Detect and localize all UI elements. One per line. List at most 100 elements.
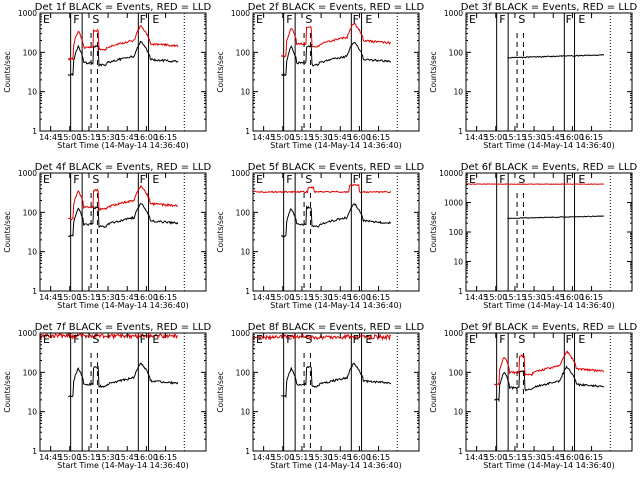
x-tick-label: 16:15 xyxy=(154,293,177,302)
x-tick-label: 15:45 xyxy=(542,453,565,462)
chart-title: Det 2f BLACK = Events, RED = LLD xyxy=(248,2,425,13)
flag-label: E xyxy=(365,333,372,346)
flag-label: E xyxy=(469,13,476,26)
series-line xyxy=(280,23,391,58)
y-tick-label: 100 xyxy=(236,368,251,377)
x-tick-label: 16:00 xyxy=(348,293,371,302)
x-axis-label: Start Time (14-May-14 14:36:40) xyxy=(270,301,401,310)
x-tick-label: 14:45 xyxy=(252,293,275,302)
x-tick-label: 15:45 xyxy=(329,293,352,302)
chart-panel: Det 2f BLACK = Events, RED = LLD Counts/s… xyxy=(216,2,424,150)
x-tick-label: 15:00 xyxy=(484,453,507,462)
y-axis-label: Counts/sec xyxy=(3,211,12,252)
plot-frame xyxy=(465,12,633,132)
y-tick-label: 1 xyxy=(245,127,250,136)
flag-label: S xyxy=(305,333,312,346)
x-tick-label: 15:00 xyxy=(484,293,507,302)
flag-label: F xyxy=(140,173,146,186)
chart-title: Det 1f BLACK = Events, RED = LLD xyxy=(35,2,212,13)
series-line xyxy=(252,183,392,194)
x-tick-label: 15:15 xyxy=(503,133,526,142)
y-tick-label: 1 xyxy=(245,447,250,456)
plot-frame xyxy=(39,172,207,292)
y-tick-label: 10 xyxy=(453,408,463,417)
x-tick-label: 15:15 xyxy=(77,133,100,142)
flag-label: F xyxy=(140,333,146,346)
y-axis-label: Counts/sec xyxy=(429,371,438,412)
flag-label: S xyxy=(92,173,99,186)
y-tick-label: 10 xyxy=(240,408,250,417)
chart-panel: Det 6f BLACK = Events, RED = LLD Counts/s… xyxy=(429,162,637,310)
y-tick-label: 1 xyxy=(32,447,37,456)
chart-title: Det 5f BLACK = Events, RED = LLD xyxy=(248,162,425,173)
x-tick-label: 15:45 xyxy=(116,293,139,302)
chart-panel: Det 1f BLACK = Events, RED = LLD Counts/s… xyxy=(3,2,211,150)
series-line xyxy=(507,54,605,59)
y-axis-label: Counts/sec xyxy=(3,51,12,92)
x-tick-label: 14:45 xyxy=(39,133,62,142)
flag-label: E xyxy=(43,333,50,346)
chart-title: Det 4f BLACK = Events, RED = LLD xyxy=(35,162,212,173)
plot-frame xyxy=(465,332,633,452)
series-line xyxy=(281,362,392,399)
y-tick-label: 100 xyxy=(23,208,38,217)
x-tick-label: 15:30 xyxy=(310,133,333,142)
flag-label: E xyxy=(152,333,159,346)
y-tick-label: 100 xyxy=(23,48,38,57)
y-tick-label: 1000 xyxy=(444,329,463,338)
x-tick-label: 16:00 xyxy=(561,453,584,462)
series-line xyxy=(466,183,604,186)
flag-label: E xyxy=(469,173,476,186)
x-tick-label: 15:45 xyxy=(542,293,565,302)
x-tick-label: 15:15 xyxy=(77,453,100,462)
x-tick-label: 14:45 xyxy=(465,133,488,142)
x-tick-label: 16:15 xyxy=(580,453,603,462)
chart-title: Det 7f BLACK = Events, RED = LLD xyxy=(35,322,212,333)
x-tick-label: 16:00 xyxy=(348,133,371,142)
flag-label: E xyxy=(578,333,585,346)
flag-label: E xyxy=(365,173,372,186)
flag-label: F xyxy=(286,333,292,346)
y-axis-label: Counts/sec xyxy=(429,211,438,252)
x-tick-label: 16:00 xyxy=(135,293,158,302)
flag-label: E xyxy=(256,13,263,26)
flag-label: F xyxy=(566,333,572,346)
y-tick-label: 100 xyxy=(449,48,464,57)
plot-frame xyxy=(252,12,420,132)
series-line xyxy=(39,331,179,340)
x-tick-label: 14:45 xyxy=(465,453,488,462)
flag-label: F xyxy=(353,13,359,26)
series-line xyxy=(494,365,605,403)
x-axis-label: Start Time (14-May-14 14:36:40) xyxy=(483,141,614,150)
chart-title: Det 8f BLACK = Events, RED = LLD xyxy=(248,322,425,333)
series-line xyxy=(252,333,392,341)
x-tick-label: 14:45 xyxy=(39,453,62,462)
x-tick-label: 16:15 xyxy=(367,453,390,462)
series-line xyxy=(68,362,179,398)
flag-label: S xyxy=(92,13,99,26)
x-tick-label: 16:15 xyxy=(154,133,177,142)
plot-frame xyxy=(39,332,207,452)
y-tick-label: 1000 xyxy=(231,169,250,178)
x-tick-label: 16:00 xyxy=(135,133,158,142)
y-tick-label: 1000 xyxy=(444,9,463,18)
flag-label: E xyxy=(152,173,159,186)
chart-panel: Det 3f BLACK = Events, RED = LLD Counts/s… xyxy=(429,2,637,150)
x-tick-label: 16:15 xyxy=(154,453,177,462)
x-tick-label: 15:00 xyxy=(58,293,81,302)
x-tick-label: 16:00 xyxy=(561,293,584,302)
flag-label: E xyxy=(365,13,372,26)
x-tick-label: 14:45 xyxy=(465,293,488,302)
series-line xyxy=(67,40,179,77)
flag-label: F xyxy=(566,13,572,26)
y-axis-label: Counts/sec xyxy=(216,371,225,412)
x-axis-label: Start Time (14-May-14 14:36:40) xyxy=(483,301,614,310)
x-tick-label: 15:45 xyxy=(116,453,139,462)
chart-panel: Det 5f BLACK = Events, RED = LLD Counts/s… xyxy=(216,162,424,310)
flag-label: F xyxy=(353,173,359,186)
chart-title: Det 6f BLACK = Events, RED = LLD xyxy=(461,162,638,173)
x-tick-label: 15:30 xyxy=(523,293,546,302)
flag-label: F xyxy=(499,173,505,186)
series-line xyxy=(507,215,605,220)
y-axis-label: Counts/sec xyxy=(216,51,225,92)
